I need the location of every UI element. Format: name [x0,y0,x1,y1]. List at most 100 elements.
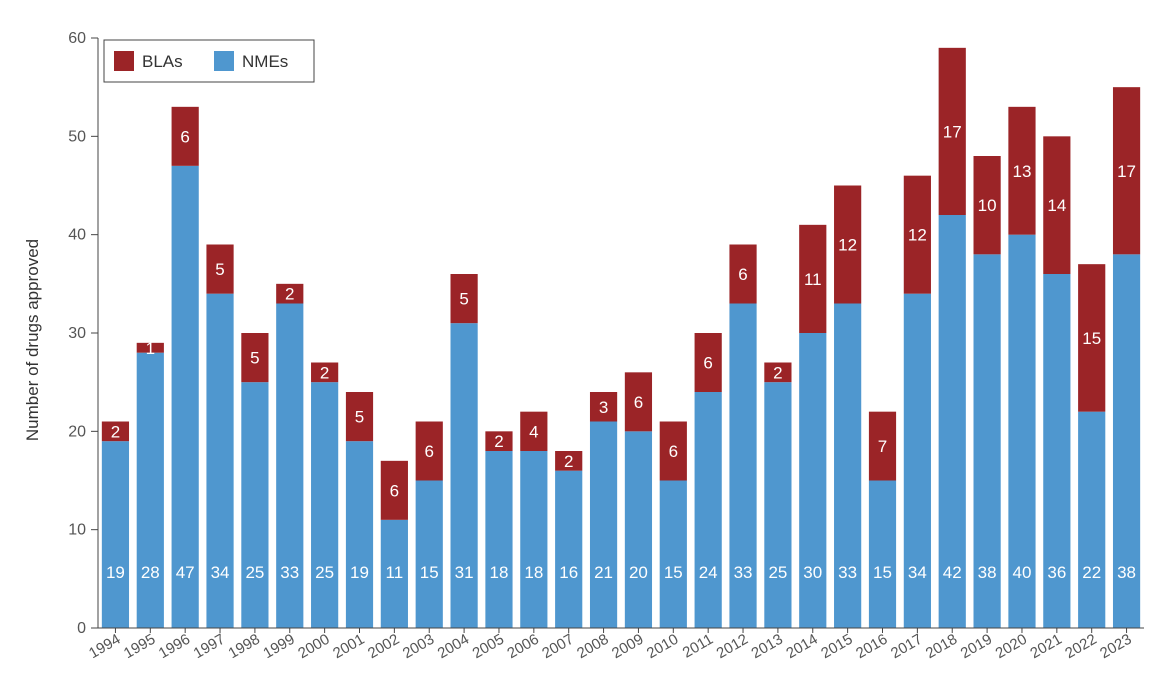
x-tick-label: 2012 [714,631,751,662]
y-axis-title: Number of drugs approved [23,239,42,441]
bar-label-bla-1996: 6 [180,127,189,146]
y-tick-label: 30 [68,325,86,342]
x-tick-label: 1995 [121,631,158,662]
bar-label-bla-2007: 2 [564,452,573,471]
bar-nme-2008 [589,421,618,628]
y-axis: 0 10 20 30 40 50 60 [68,30,99,637]
bar-label-nme-2022: 22 [1082,563,1101,582]
y-tick-label: 0 [77,620,86,637]
bar-label-nme-2009: 20 [629,563,648,582]
bar-nme-2004 [450,323,478,628]
bar-bla-2008 [589,392,618,422]
bar-nme-2005 [485,451,513,628]
bar-label-nme-2020: 40 [1013,563,1032,582]
bar-bla-2022 [1078,264,1106,412]
x-tick-label: 1998 [225,631,262,662]
bar-label-bla-2003: 6 [424,442,433,461]
bar-label-bla-2023: 17 [1117,162,1136,181]
bar-label-bla-2021: 14 [1047,196,1066,215]
x-tick-label: 2022 [1062,631,1099,662]
bar-nme-1994 [101,441,130,628]
bar-bla-2016 [868,411,897,481]
x-tick-label: 1994 [86,631,123,662]
bar-label-bla-2016: 7 [878,437,887,456]
bar-label-nme-1994: 19 [106,563,125,582]
bar-bla-2002 [380,460,408,520]
bar-label-nme-1999: 33 [280,563,299,582]
bar-label-nme-2012: 33 [734,563,753,582]
x-tick-label: 2015 [818,631,855,662]
bar-nme-1997 [206,293,234,628]
bar-label-bla-1994: 2 [111,422,120,441]
bar-bla-2000 [311,362,339,383]
bar-bla-2015 [834,185,862,304]
bar-label-nme-2007: 16 [559,563,578,582]
x-tick-label: 2002 [365,631,402,662]
bar-label-nme-2001: 19 [350,563,369,582]
bar-label-nme-2004: 31 [455,563,474,582]
bar-nme-2009 [624,431,653,628]
bar-label-nme-2014: 30 [803,563,822,582]
bar-label-bla-2000: 2 [320,363,329,382]
bar-bla-1995 [136,342,164,353]
bar-bla-1998 [241,333,269,383]
bar-nme-2023 [1112,254,1141,629]
bar-label-nme-1997: 34 [211,563,230,582]
bar-label-bla-2015: 12 [838,236,857,255]
bar-label-nme-2006: 18 [524,563,543,582]
bar-bla-2007 [555,451,583,471]
bar-nme-2020 [1008,234,1036,628]
bar-label-nme-2019: 38 [978,563,997,582]
bar-bla-2021 [1043,136,1071,274]
legend: BLAs NMEs [103,39,315,83]
bar-bla-2009 [624,372,653,432]
bar-label-nme-2023: 38 [1117,563,1136,582]
bar-nme-2015 [834,303,862,628]
y-tick-label: 10 [68,522,86,539]
bar-bla-2001 [345,392,374,442]
legend-swatch-blas [114,51,134,71]
bar-bla-2013 [764,362,792,383]
bar-label-nme-2013: 25 [768,563,787,582]
bar-label-nme-2003: 15 [420,563,439,582]
bar-label-nme-2021: 36 [1047,563,1066,582]
bar-label-bla-2011: 6 [703,354,712,373]
bar-nme-2021 [1043,274,1071,628]
bar-nme-2012 [729,303,757,628]
x-tick-label: 2016 [853,631,890,662]
x-tick-label: 2001 [330,631,367,662]
x-tick-label: 2019 [958,631,995,662]
bar-label-bla-2020: 13 [1013,162,1032,181]
x-tick-label: 2021 [1027,631,1064,662]
bar-label-nme-2015: 33 [838,563,857,582]
bar-label-bla-2022: 15 [1082,329,1101,348]
x-tick-label: 1997 [191,631,228,662]
bar-nme-2011 [694,392,722,628]
bar-bla-2014 [799,224,827,333]
bar-label-bla-2005: 2 [494,432,503,451]
bar-nme-2019 [973,254,1001,629]
x-tick-label: 2018 [923,631,960,662]
bar-label-nme-2018: 42 [943,563,962,582]
bar-nme-2018 [938,215,966,628]
bar-nme-2000 [311,382,339,628]
x-tick-label: 2014 [783,631,820,662]
bar-bla-2011 [694,333,722,392]
bar-bla-2003 [415,421,443,481]
bar-bla-2004 [450,274,478,324]
x-tick-label: 2008 [574,631,611,662]
bar-label-nme-2008: 21 [594,563,613,582]
x-tick-label: 2020 [993,631,1030,662]
bar-nme-2014 [799,333,827,628]
x-tick-label: 1999 [260,631,297,662]
legend-label-nmes: NMEs [242,52,288,71]
bar-bla-2012 [729,244,757,304]
x-tick-label: 2005 [470,631,507,662]
bar-bla-2023 [1112,87,1141,255]
bar-label-nme-2017: 34 [908,563,927,582]
bar-label-bla-2008: 3 [599,398,608,417]
bar-label-bla-1999: 2 [285,285,294,304]
bar-label-bla-2014: 11 [804,270,822,289]
bar-label-bla-2002: 6 [390,481,399,500]
bar-bla-1999 [276,283,304,304]
